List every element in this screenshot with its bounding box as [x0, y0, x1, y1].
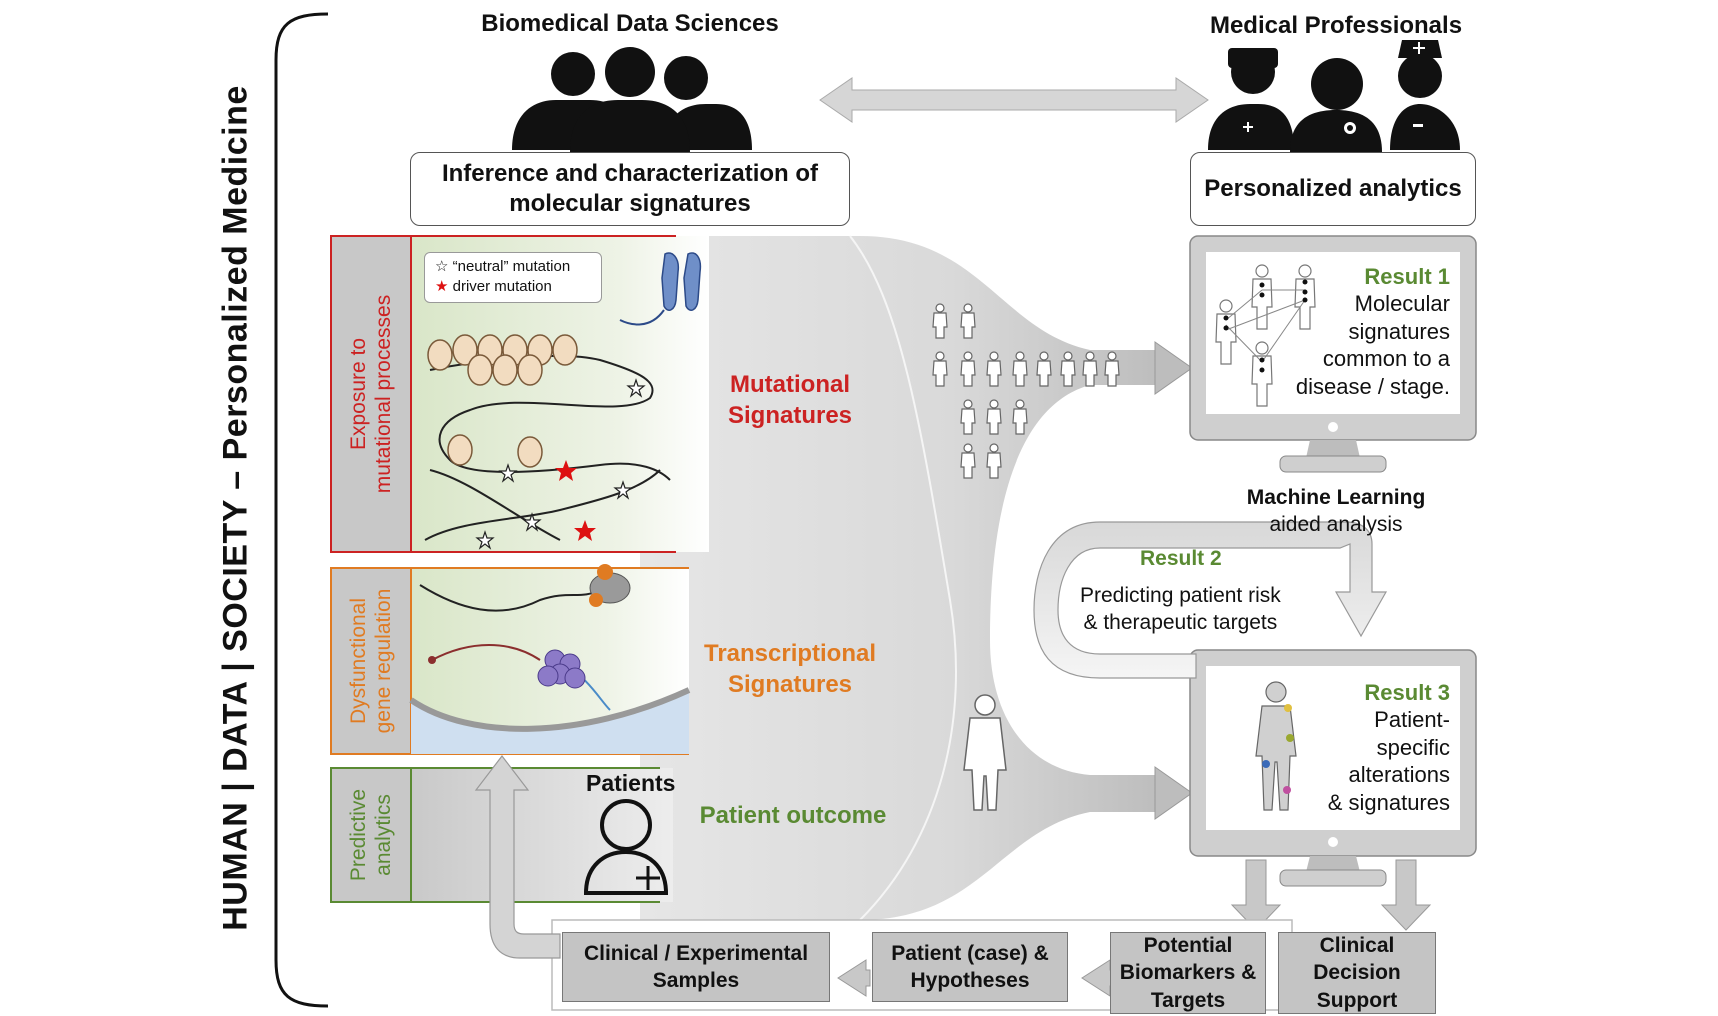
result-2-text: Predicting patient risk & therapeutic ta… — [1080, 584, 1281, 635]
box-decision-support: Clinical Decision Support — [1278, 932, 1436, 1014]
ml-subtitle: aided analysis — [1269, 513, 1403, 537]
result-1: Result 1 Molecular signatures common to … — [1280, 264, 1450, 400]
medical-staff-icon — [1208, 40, 1460, 152]
down-arrow-decision — [1380, 859, 1432, 931]
chromosome-illustration — [661, 252, 702, 311]
down-arrow-biomarkers — [1230, 859, 1282, 931]
monitor-result-3 — [1189, 649, 1477, 887]
driver-mutation-stars — [555, 460, 596, 541]
mutation-legend: ☆ “neutral” mutation ★ driver mutation — [424, 252, 602, 303]
neutral-mutation-stars — [475, 378, 646, 550]
people-group-icon — [512, 47, 752, 152]
mutational-signatures-label: Mutational Signatures — [727, 371, 853, 430]
box-biomarkers: Potential Biomarkers & Targets — [1110, 932, 1266, 1014]
panel-dysfunctional-bg — [331, 568, 411, 754]
result-3: Result 3 Patient- specific alterations &… — [1310, 680, 1450, 816]
ml-loop-arrow — [1033, 521, 1388, 679]
funnel-arrowhead-top — [1154, 341, 1193, 395]
funnel-arrowhead-bottom — [1154, 766, 1193, 820]
result-1-title: Result 1 — [1364, 264, 1450, 289]
legend-neutral: ☆ “neutral” mutation — [435, 257, 591, 277]
left-arrow-2 — [837, 959, 871, 997]
nucleosomes-illustration — [427, 334, 578, 468]
legend-neutral-label: “neutral” mutation — [452, 258, 571, 275]
patient-body-figure — [1255, 681, 1297, 811]
box-samples: Clinical / Experimental Samples — [562, 932, 830, 1002]
result-3-text: Patient- specific alterations & signatur… — [1327, 707, 1450, 815]
driver-star-icon: ★ — [435, 278, 449, 296]
header-biomedical-data-sciences: Biomedical Data Sciences — [481, 10, 779, 37]
legend-driver-label: driver mutation — [452, 278, 552, 296]
feedback-arrow — [474, 755, 561, 959]
panel-label-dysfunctional: Dysfunctional gene regulation — [346, 588, 395, 734]
patient-icon — [583, 799, 669, 895]
ml-title: Machine Learning — [1246, 486, 1426, 509]
single-patient-figure — [963, 694, 1007, 811]
transcription-illustration — [419, 564, 631, 711]
side-title: HUMAN | DATA | SOCIETY – Personalized Me… — [216, 85, 255, 931]
double-arrow — [819, 77, 1209, 123]
ml-caption: Machine Learning aided analysis — [1247, 484, 1426, 539]
monitor-result-1 — [1189, 235, 1477, 473]
result-1-text: Molecular signatures common to a disease… — [1295, 291, 1450, 399]
panel-label-predictive: Predictive analytics — [346, 788, 395, 882]
left-bracket — [274, 12, 329, 1008]
neutral-star-icon: ☆ — [435, 258, 449, 275]
network-figures — [1215, 264, 1316, 407]
box-inference: Inference and characterization of molecu… — [410, 152, 850, 226]
alteration-markers — [1262, 704, 1294, 794]
dna-illustration — [424, 354, 671, 541]
box-hypotheses: Patient (case) & Hypotheses — [872, 932, 1068, 1002]
panel-label-exposure: Exposure to mutational processes — [346, 294, 395, 494]
patients-label: Patients — [586, 770, 676, 796]
data-funnel — [640, 236, 1160, 920]
box-personalized-analytics: Personalized analytics — [1190, 152, 1476, 226]
result-3-title: Result 3 — [1364, 680, 1450, 705]
patient-outcome-label: Patient outcome — [699, 802, 887, 829]
result-2-title: Result 2 — [1140, 547, 1222, 570]
panel-exposure-bg — [331, 236, 411, 552]
panel-predictive-bg — [331, 768, 411, 902]
transcriptional-signatures-label: Transcriptional Signatures — [703, 640, 877, 699]
header-medical-professionals: Medical Professionals — [1209, 12, 1463, 39]
legend-driver: ★ driver mutation — [435, 277, 591, 297]
